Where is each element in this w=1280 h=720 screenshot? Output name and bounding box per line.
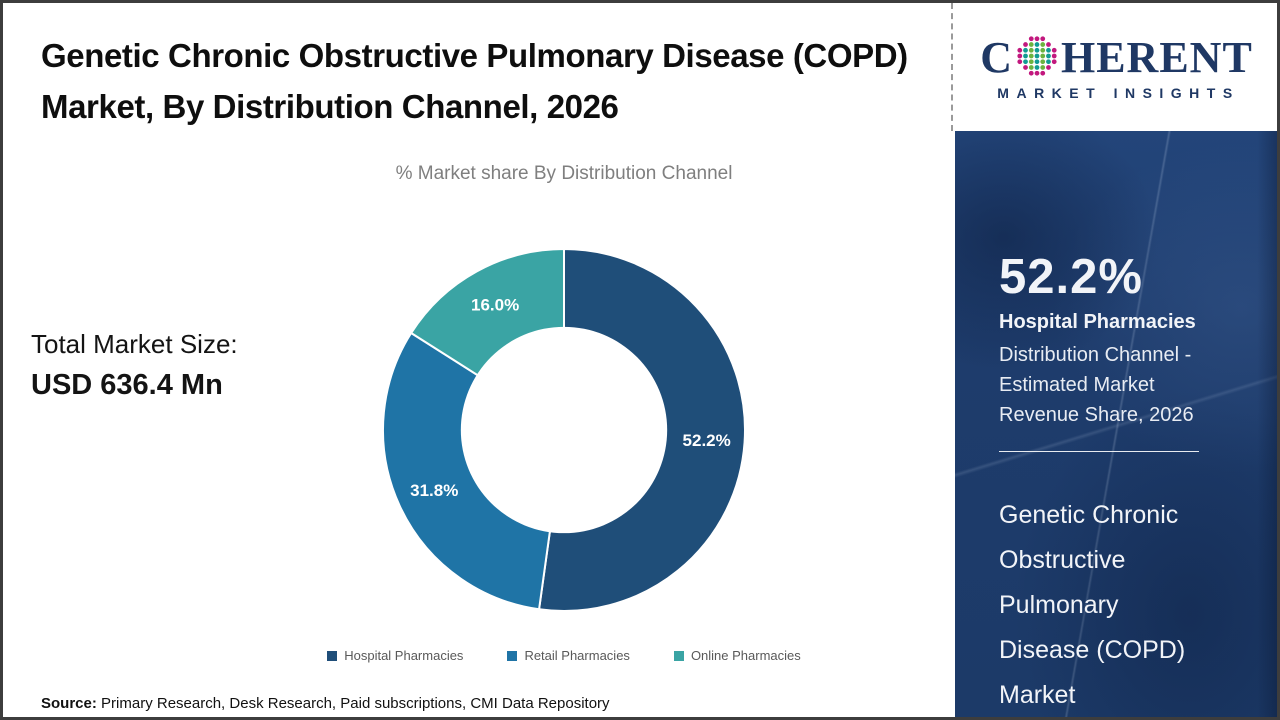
globe-dot (1040, 64, 1046, 70)
globe-dot (1046, 64, 1051, 70)
logo-letters-herent: HERENT (1060, 32, 1253, 82)
globe-dot (1040, 53, 1046, 58)
source-note: Source: Primary Research, Desk Research,… (41, 695, 610, 712)
globe-dot (1017, 47, 1023, 53)
globe-dot (1023, 47, 1028, 53)
globe-dot (1051, 53, 1057, 58)
logo: C HERENT MARKET INSIGHTS (951, 3, 1277, 131)
globe-dot (1046, 58, 1051, 64)
globe-dot (1034, 58, 1040, 64)
globe-dot (1040, 35, 1046, 41)
globe-dot (1046, 41, 1051, 47)
donut-hole (460, 326, 668, 534)
globe-dot (1051, 47, 1057, 53)
globe-dot (1023, 41, 1028, 47)
globe-dot (1034, 70, 1040, 76)
globe-dot (1034, 47, 1040, 53)
logo-tagline: MARKET INSIGHTS (997, 84, 1240, 101)
globe-dot (1034, 41, 1040, 47)
globe-dots-icon (1017, 35, 1057, 76)
legend-item-online-pharmacies: Online Pharmacies (673, 648, 801, 663)
globe-dot (1023, 64, 1028, 70)
legend-label: Retail Pharmacies (524, 648, 630, 663)
highlight-panel: 52.2% Hospital Pharmacies Distribution C… (955, 131, 1277, 717)
globe-dot (1017, 58, 1023, 64)
globe-dot (1028, 47, 1034, 53)
source-text: Primary Research, Desk Research, Paid su… (96, 695, 610, 712)
market-name: Genetic Chronic Obstructive Pulmonary Di… (999, 501, 1186, 709)
legend-label: Online Pharmacies (690, 648, 801, 663)
legend-item-retail-pharmacies: Retail Pharmacies (507, 648, 630, 663)
globe-dot (1023, 53, 1028, 58)
globe-dot (1034, 64, 1040, 70)
legend-swatch (327, 650, 338, 661)
donut-chart-svg: 52.2% 31.8% 16.0% (382, 248, 746, 612)
logo-letter-c: C (980, 32, 1013, 82)
slice-label: 16.0% (471, 296, 519, 315)
globe-dot (1040, 70, 1046, 76)
legend-swatch (507, 650, 518, 661)
globe-dot (1028, 35, 1034, 41)
total-market-label: Total Market Size: (31, 329, 238, 359)
globe-dot (1040, 41, 1046, 47)
legend-item-hospital-pharmacies: Hospital Pharmacies (327, 648, 463, 663)
chart-subtitle: % Market share By Distribution Channel (395, 163, 733, 184)
legend-swatch (673, 650, 684, 661)
globe-dot (1028, 53, 1034, 58)
globe-dot (1034, 53, 1040, 58)
slice-label: 31.8% (410, 481, 458, 500)
divider-line (999, 451, 1199, 452)
globe-dot (1034, 35, 1040, 41)
globe-dot (1046, 53, 1051, 58)
chart-legend: Hospital Pharmacies Retail Pharmacies Onli… (179, 648, 949, 663)
total-market-block: Total Market Size: USD 636.4 Mn (31, 329, 238, 402)
total-market-value: USD 636.4 Mn (31, 369, 223, 401)
globe-dot (1040, 47, 1046, 53)
globe-dot (1017, 53, 1023, 58)
globe-dot (1028, 64, 1034, 70)
logo-wordmark: C HERENT (980, 34, 1253, 82)
page-title: Genetic Chronic Obstructive Pulmonary Di… (41, 37, 908, 125)
highlight-description: Distribution Channel - Estimated Market … (999, 344, 1194, 426)
legend-label: Hospital Pharmacies (344, 648, 464, 663)
donut-chart: 52.2% 31.8% 16.0% (379, 245, 749, 615)
globe-dot (1023, 58, 1028, 64)
source-label: Source: (41, 695, 97, 712)
globe-dot (1040, 58, 1046, 64)
globe-dot (1028, 70, 1034, 76)
highlight-channel: Hospital Pharmacies (999, 311, 1196, 333)
globe-dot (1028, 58, 1034, 64)
globe-dot (1051, 58, 1057, 64)
globe-dot (1028, 41, 1034, 47)
slice-label: 52.2% (683, 431, 731, 450)
globe-dot (1046, 47, 1051, 53)
highlight-value: 52.2% (999, 250, 1143, 304)
chart-panel: Genetic Chronic Obstructive Pulmonary Di… (3, 3, 951, 717)
